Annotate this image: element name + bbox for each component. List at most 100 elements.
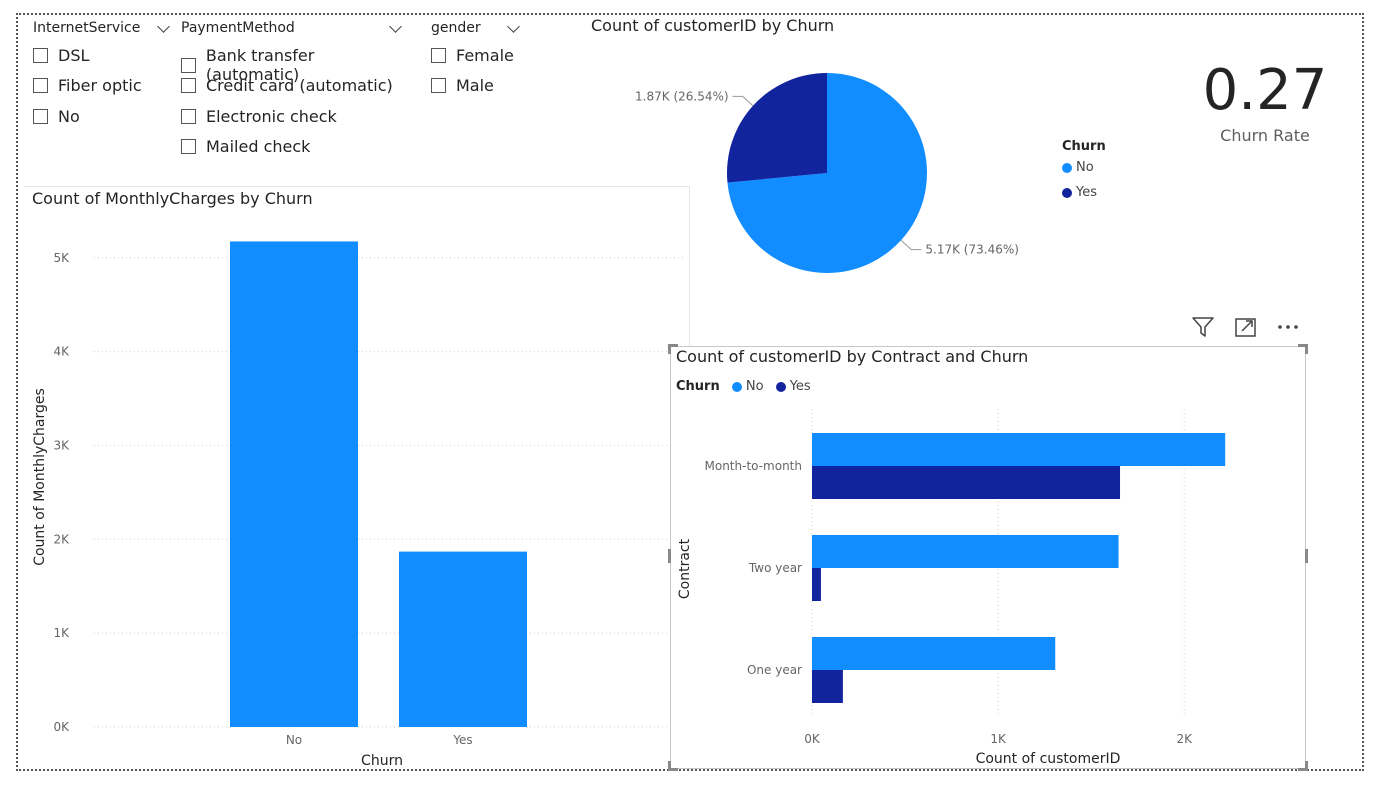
bar-one-year-yes [812, 670, 843, 703]
checkbox[interactable] [33, 48, 48, 63]
x-tick-label: 2K [1176, 732, 1193, 746]
slicer-internet-service: InternetService DSL Fiber optic No [33, 20, 173, 130]
bar-yes [399, 551, 527, 727]
hbar-chart-svg: 0K 1K 2K Month-to-month Two year One year Coun… [677, 409, 1226, 767]
legend-item-yes[interactable]: Yes [1062, 185, 1106, 200]
option-label: Male [456, 76, 494, 95]
bar-month-to-month-yes [812, 466, 1121, 499]
slicer-gender: gender Female Male [431, 20, 531, 100]
resize-handle[interactable] [1305, 549, 1308, 563]
slicer-title: InternetService [33, 20, 141, 36]
legend-title: Churn [676, 379, 720, 394]
resize-handle[interactable] [668, 344, 671, 354]
y-tick-label: 5K [53, 251, 70, 265]
y-tick-label: 2K [53, 532, 70, 546]
slicer-option-mailed-check[interactable]: Mailed check [181, 137, 310, 156]
option-label: Credit card (automatic) [206, 76, 393, 95]
x-axis-title: Churn [361, 753, 403, 769]
slicer-option-bank-transfer[interactable]: Bank transfer (automatic) [181, 46, 411, 84]
resize-handle[interactable] [668, 768, 678, 771]
report-canvas [16, 13, 1364, 771]
x-tick-label: 1K [990, 732, 1007, 746]
checkbox[interactable] [431, 78, 446, 93]
focus-mode-icon[interactable] [1233, 314, 1259, 340]
resize-handle[interactable] [668, 549, 671, 563]
y-tick-label: Month-to-month [705, 459, 803, 473]
resize-handle[interactable] [1305, 761, 1308, 771]
legend-item-yes[interactable]: Yes [775, 379, 811, 394]
y-tick-label: One year [747, 663, 802, 677]
card-value: 0.27 [1202, 58, 1328, 123]
resize-handle[interactable] [668, 344, 678, 347]
x-axis-title: Count of customerID [976, 751, 1121, 767]
y-tick-label: 3K [53, 438, 70, 452]
checkbox[interactable] [33, 78, 48, 93]
slicer-option-credit-card[interactable]: Credit card (automatic) [181, 76, 393, 95]
pie-leader-line [732, 95, 754, 107]
checkbox[interactable] [181, 57, 196, 73]
slicer-option-dsl[interactable]: DSL [33, 46, 89, 65]
bar-no [230, 241, 358, 727]
y-axis-title: Contract [677, 538, 693, 599]
bar-month-to-month-no [812, 433, 1226, 466]
bar-chart-svg: 0K 1K 2K 3K 4K 5K No Yes Churn Count of MonthlyCh… [32, 241, 684, 769]
bar-two-year-no [812, 535, 1119, 568]
y-tick-label: 0K [53, 720, 70, 734]
pie-chart-svg[interactable]: 5.17K (73.46%) 1.87K (26.54%) [600, 55, 1060, 285]
legend-item-no[interactable]: No [731, 379, 764, 394]
pie-data-label: 1.87K (26.54%) [635, 89, 729, 103]
visual-title: Count of customerID by Contract and Chur… [676, 347, 1029, 366]
legend-label: No [745, 379, 764, 394]
slicer-title: PaymentMethod [181, 20, 295, 36]
chevron-down-icon[interactable] [507, 20, 520, 33]
chevron-down-icon[interactable] [389, 20, 402, 33]
monthly-charges-bar-visual[interactable]: Count of MonthlyCharges by Churn 0K 1K 2K 3… [24, 186, 690, 771]
slicer-option-fiber-optic[interactable]: Fiber optic [33, 76, 142, 95]
bar-legend: Churn No Yes [676, 379, 811, 394]
legend-dot [1062, 187, 1072, 198]
option-label: Female [456, 46, 514, 65]
card-label: Churn Rate [1220, 126, 1310, 145]
resize-handle[interactable] [1298, 344, 1308, 347]
legend-label: Yes [1076, 185, 1097, 200]
option-label: Mailed check [206, 137, 311, 156]
checkbox[interactable] [33, 109, 48, 124]
resize-handle[interactable] [1305, 344, 1308, 354]
slicer-option-male[interactable]: Male [431, 76, 494, 95]
slicer-option-electronic-check[interactable]: Electronic check [181, 107, 337, 126]
contract-churn-bar-visual[interactable]: Count of customerID by Contract and Chur… [668, 344, 1308, 771]
legend-title: Churn [1062, 139, 1106, 154]
checkbox[interactable] [181, 109, 196, 124]
more-options-icon[interactable] [1274, 314, 1304, 340]
pie-leader-line [900, 239, 922, 251]
resize-handle[interactable] [668, 761, 671, 771]
y-tick-label: Two year [748, 561, 802, 575]
pie-title: Count of customerID by Churn [591, 16, 835, 35]
option-label: DSL [58, 46, 90, 65]
x-tick-label: No [286, 733, 302, 747]
bar-two-year-yes [812, 568, 821, 601]
pie-slice-no [727, 73, 927, 273]
slicer-payment-method: PaymentMethod Bank transfer (automatic) … [181, 20, 411, 160]
option-label: Bank transfer (automatic) [205, 46, 315, 84]
checkbox[interactable] [181, 139, 196, 154]
slicer-option-no[interactable]: No [33, 107, 80, 126]
checkbox[interactable] [181, 78, 196, 93]
legend-dot [1062, 162, 1072, 173]
x-tick-label: Yes [452, 733, 472, 747]
filter-icon[interactable] [1190, 314, 1216, 340]
legend-label: Yes [789, 379, 811, 394]
resize-handle[interactable] [1298, 768, 1308, 771]
checkbox[interactable] [431, 48, 446, 63]
legend-item-no[interactable]: No [1062, 160, 1106, 175]
pie-data-label: 5.17K (73.46%) [925, 243, 1019, 257]
pie-slice-yes [727, 73, 827, 183]
option-label: Fiber optic [58, 76, 142, 95]
chevron-down-icon[interactable] [157, 20, 170, 33]
y-tick-label: 4K [53, 345, 70, 359]
slicer-option-female[interactable]: Female [431, 46, 514, 65]
legend-dot [775, 381, 786, 392]
legend-dot [731, 381, 742, 392]
legend-label: No [1076, 160, 1094, 175]
pie-legend: Churn No Yes [1062, 139, 1106, 200]
